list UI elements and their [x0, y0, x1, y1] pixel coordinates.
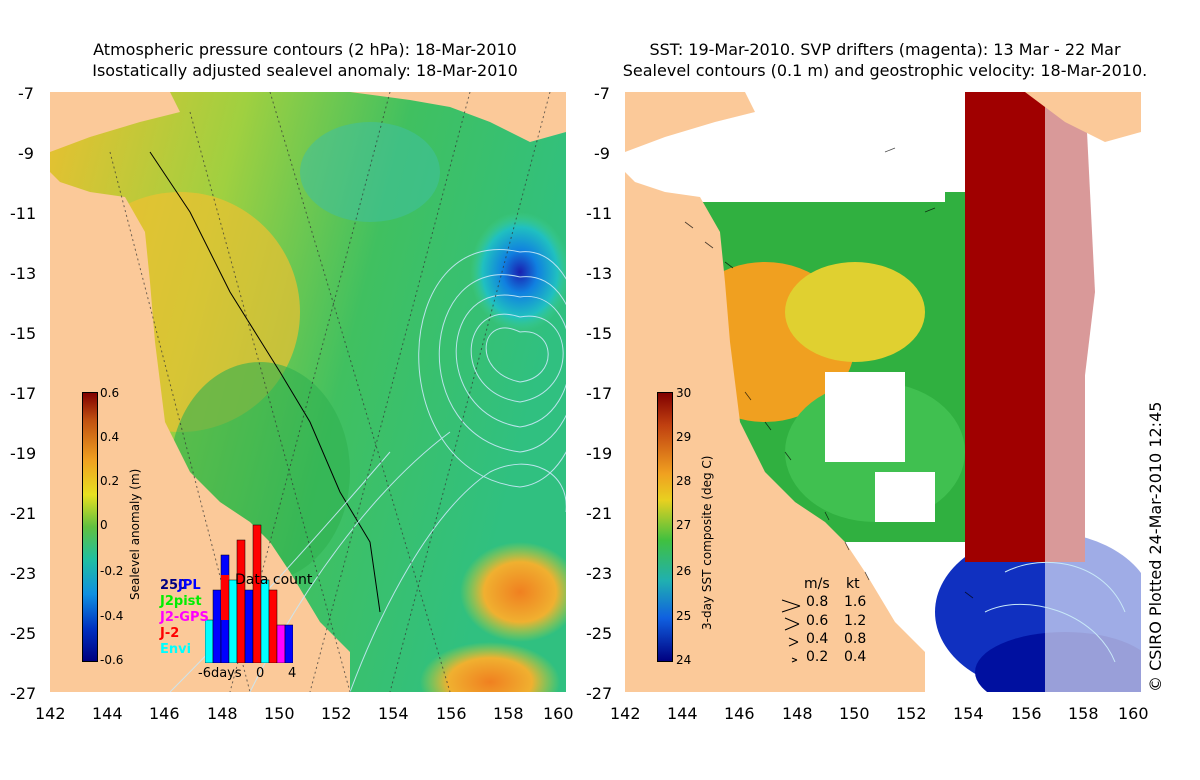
left-lat-label: -7	[18, 84, 34, 103]
right-lat-label: -21	[586, 504, 613, 523]
left-lon-label: 148	[207, 704, 238, 723]
data-count-inset	[204, 520, 294, 664]
right-lat-label: -23	[586, 564, 613, 583]
left-lat-label: -15	[10, 324, 37, 343]
left-lon-label: 152	[321, 704, 352, 723]
right-lat-label: -25	[586, 624, 613, 643]
right-colorbar-tick-6: 24	[676, 653, 692, 667]
right-colorbar-title: 3-day SST composite (deg C)	[700, 455, 714, 630]
left-lat-label: -23	[10, 564, 37, 583]
right-lat-label: -7	[594, 84, 610, 103]
data-count-ymax: 250	[160, 578, 188, 593]
right-lon-label: 144	[667, 704, 698, 723]
velocity-row-3-ms: 0.4	[806, 631, 829, 647]
left-colorbar-tick-0: 0.6	[100, 386, 120, 400]
velocity-row-2-kt: 1.2	[844, 613, 867, 629]
right-lon-label: 152	[896, 704, 927, 723]
legend-jpl: JPL	[178, 578, 201, 593]
data-count-x-start: -6days	[198, 666, 242, 681]
right-lon-label: 150	[839, 704, 870, 723]
right-sst-map[interactable]	[625, 92, 1141, 692]
left-lat-label: -11	[10, 204, 37, 223]
left-lon-label: 158	[493, 704, 524, 723]
left-lon-label: 150	[264, 704, 295, 723]
left-colorbar-title: Sealevel anomaly (m)	[128, 468, 142, 600]
data-count-title: Data count	[235, 572, 313, 588]
left-lon-label: 160	[543, 704, 574, 723]
left-lon-label: 142	[35, 704, 66, 723]
velocity-legend-header-kt: kt	[846, 576, 860, 592]
right-map-graphic	[625, 92, 1141, 692]
left-colorbar-tick-1: 0.4	[100, 430, 120, 444]
velocity-row-2-ms: 0.6	[806, 613, 829, 629]
right-colorbar-tick-4: 26	[676, 564, 692, 578]
left-lat-label: -19	[10, 444, 37, 463]
right-lat-label: -19	[586, 444, 613, 463]
velocity-row-4-kt: 0.4	[844, 649, 867, 665]
left-map-graphic	[50, 92, 566, 692]
left-lat-label: -9	[18, 144, 34, 163]
right-lon-label: 154	[953, 704, 984, 723]
velocity-legend-header-ms: m/s	[804, 576, 830, 592]
legend-j2gps: J2-GPS	[160, 610, 209, 625]
left-lat-label: -17	[10, 384, 37, 403]
right-lon-label: 160	[1118, 704, 1149, 723]
velocity-arrows-icon	[781, 599, 801, 663]
right-colorbar-tick-1: 29	[676, 430, 692, 444]
left-lat-label: -13	[10, 264, 37, 283]
left-lat-label: -25	[10, 624, 37, 643]
left-title-line2: Isostatically adjusted sealevel anomaly:…	[92, 61, 518, 80]
left-colorbar-tick-6: -0.6	[100, 653, 124, 667]
right-lat-label: -11	[586, 204, 613, 223]
left-colorbar-tick-4: -0.2	[100, 564, 124, 578]
right-lon-label: 156	[1011, 704, 1042, 723]
left-lon-label: 154	[378, 704, 409, 723]
data-count-x-zero: 0	[256, 666, 265, 681]
left-title-line1: Atmospheric pressure contours (2 hPa): 1…	[93, 40, 517, 59]
copyright-notice: © CSIRO Plotted 24-Mar-2010 12:45	[1146, 401, 1165, 692]
right-colorbar-tick-2: 28	[676, 474, 692, 488]
left-lat-label: -27	[10, 684, 37, 703]
right-lat-label: -9	[594, 144, 610, 163]
right-lon-label: 158	[1068, 704, 1099, 723]
velocity-legend-arrows	[780, 594, 802, 666]
left-colorbar-tick-2: 0.2	[100, 474, 120, 488]
velocity-row-4-ms: 0.2	[806, 649, 829, 665]
legend-envi: Envi	[160, 642, 192, 657]
left-colorbar-tick-3: 0	[100, 518, 108, 532]
left-colorbar-tick-5: -0.4	[100, 609, 124, 623]
legend-j2pist: J2pist	[160, 594, 202, 609]
velocity-row-1-ms: 0.8	[806, 594, 829, 610]
left-lon-label: 146	[149, 704, 180, 723]
right-colorbar-tick-5: 25	[676, 609, 692, 623]
right-colorbar-tick-0: 30	[676, 386, 692, 400]
left-lon-label: 144	[92, 704, 123, 723]
right-lon-label: 142	[610, 704, 641, 723]
right-title-line1: SST: 19-Mar-2010. SVP drifters (magenta)…	[649, 40, 1121, 59]
velocity-row-1-kt: 1.6	[844, 594, 867, 610]
right-lat-label: -27	[586, 684, 613, 703]
right-lat-label: -15	[586, 324, 613, 343]
left-colorbar	[82, 392, 98, 662]
right-colorbar-tick-3: 27	[676, 518, 692, 532]
right-lon-label: 148	[782, 704, 813, 723]
left-lon-label: 156	[436, 704, 467, 723]
data-count-histogram	[204, 524, 294, 664]
data-count-x-end: 4	[288, 666, 297, 681]
velocity-row-3-kt: 0.8	[844, 631, 867, 647]
right-title-line2: Sealevel contours (0.1 m) and geostrophi…	[622, 61, 1148, 80]
legend-j2: J-2	[160, 626, 180, 641]
right-lon-label: 146	[724, 704, 755, 723]
left-sealevel-map[interactable]	[50, 92, 566, 692]
right-colorbar	[657, 392, 673, 662]
right-lat-label: -13	[586, 264, 613, 283]
right-lat-label: -17	[586, 384, 613, 403]
left-lat-label: -21	[10, 504, 37, 523]
